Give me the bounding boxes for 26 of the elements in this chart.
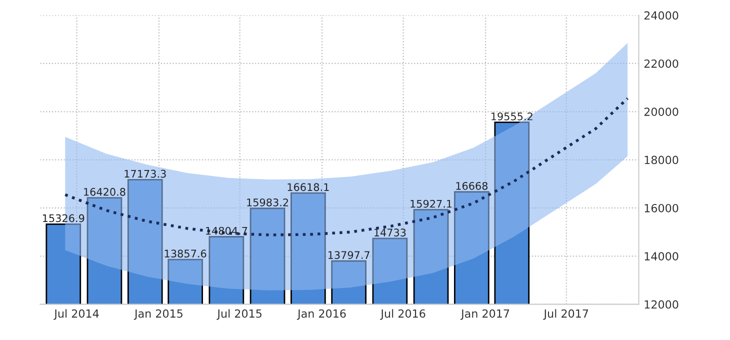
y-tick-label: 18000 bbox=[644, 156, 678, 164]
data-label: 15983.2 bbox=[247, 198, 288, 206]
data-label: 15326.9 bbox=[42, 214, 84, 222]
data-label: 13857.6 bbox=[164, 250, 206, 258]
data-label: 13797.7 bbox=[328, 251, 370, 259]
x-tick-label: Jan 2015 bbox=[134, 309, 182, 320]
data-label: 16618.1 bbox=[288, 183, 329, 192]
x-tick-label: Jul 2017 bbox=[543, 309, 588, 320]
data-label: 14804.7 bbox=[206, 226, 248, 235]
y-tick-label: 22000 bbox=[644, 59, 678, 68]
data-label: 17173.3 bbox=[124, 170, 166, 178]
y-tick-label: 12000 bbox=[644, 300, 678, 309]
x-tick-label: Jul 2015 bbox=[216, 309, 262, 320]
data-label: 16668 bbox=[456, 182, 488, 190]
data-label: 19555.2 bbox=[491, 112, 532, 120]
x-tick-label: Jan 2017 bbox=[460, 309, 510, 320]
y-tick-label: 14000 bbox=[644, 252, 678, 261]
x-tick-label: Jul 2016 bbox=[380, 309, 426, 320]
x-tick-label: Jan 2016 bbox=[296, 309, 346, 320]
data-label: 14733 bbox=[374, 228, 406, 236]
x-tick-label: Jul 2014 bbox=[54, 309, 99, 320]
data-label: 15927.1 bbox=[410, 200, 452, 208]
y-tick-label: 24000 bbox=[644, 11, 678, 20]
y-tick-label: 20000 bbox=[644, 108, 678, 116]
y-tick-label: 16000 bbox=[644, 204, 678, 212]
data-label: 16420.8 bbox=[84, 188, 126, 196]
